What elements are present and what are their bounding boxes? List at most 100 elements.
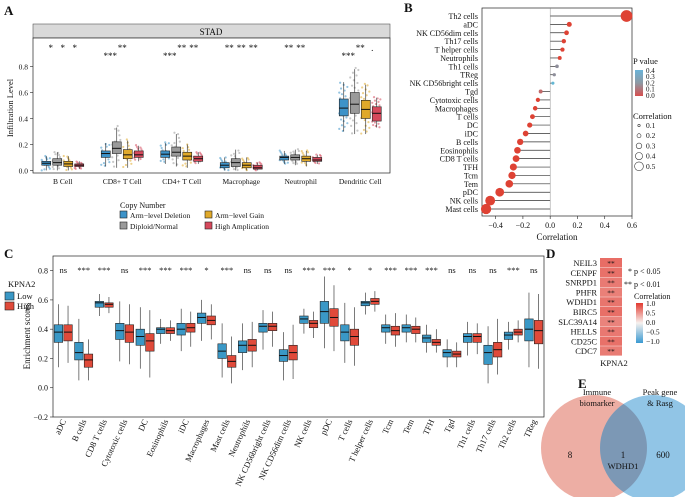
venn-left-title-2: biomarker [580,398,615,408]
heatmap-cell [600,326,622,336]
significance-mark-a: * [61,43,66,53]
jitter-point [58,155,62,159]
jitter-point [371,101,374,104]
jitter-point [181,147,184,150]
box-c-high-box [268,323,278,331]
box-c-low-box [319,301,329,324]
jitter-point [350,84,354,87]
heatmap-legend-tick: −0.5 [646,328,660,337]
pvalue-tick-label: 0.1 [646,86,655,94]
significance-mark-c: ns [530,265,538,275]
venn-right-title-1: Peak gene [643,387,678,397]
jitter-point [165,143,168,146]
box-c-low-box [258,323,268,333]
jitter-point [51,165,54,169]
lollipop-point [509,163,517,171]
significance-mark-c: * [204,265,208,275]
y-axis-label-a: Infiltration Level [5,78,15,137]
legend-a-label: Arm−level Gain [215,211,264,220]
x-labels-a: B Cell* * *CD8+ T Cell*****CD4+ T Cell****… [49,43,382,186]
cell-type-label: pDC [463,188,478,197]
box-a-box [312,157,323,162]
jitter-point [362,128,366,132]
jitter-point [365,130,368,133]
y-tick-label-a: 0.6 [19,89,29,98]
box-c-low-box [524,318,534,342]
jitter-point [238,151,241,155]
lollipop-point [508,171,516,180]
heatmap-row-label: HELLS [571,327,598,337]
box-c-low-box [483,344,493,365]
box-c-high-box [472,333,482,343]
x-axis-label-b: Correlation [537,232,578,242]
category-label-a: Macrophage [223,177,261,186]
legend-a-title: Copy Number [120,201,166,210]
jitter-point [176,156,180,160]
jitter-point [100,146,103,149]
jitter-point [187,146,190,149]
category-label-c: Tcm [380,417,396,435]
heatmap-star: ** [607,298,615,307]
category-label-c: DC [136,417,150,432]
category-label-c: TReg [522,417,539,439]
jitter-point [57,165,60,168]
jitter-point [289,151,292,154]
jitter-point [43,168,46,171]
box-c-high-box [63,324,73,342]
jitter-point [122,165,125,169]
legend-c: KPNA2 Low High [4,279,35,311]
jitter-point [163,160,166,163]
jitter-point [164,141,167,144]
cell-type-label: Tgd [465,88,478,97]
jitter-point [185,165,188,168]
heatmap-d: ** NEIL3 ** CENPF ** SNRPD1 ** PHFR ** WDHD1 ** BIR… [558,258,622,356]
corr-size-symbol [634,161,644,172]
box-a-box [171,146,182,157]
corr-size-symbol [637,124,641,128]
y-tick-label-a: 0.2 [19,140,29,149]
jitter-point [112,160,115,163]
jitter-point [232,167,236,171]
y-tick-label-a: 0.8 [19,63,29,72]
jitter-point [177,136,181,139]
cell-type-label: NK CD56dim cells [416,29,478,38]
legend-a-label: High Amplication [215,222,269,231]
jitter-point [349,76,352,79]
box-c-low-box [53,324,63,343]
category-label-c: pDC [318,417,334,436]
category-label-a: B Cell [53,177,72,186]
panel-e: E Immune biomarker Peak gene & Rasg 8 1 … [541,376,685,497]
lollipop-point [485,195,496,206]
category-label-c: Th1 cells [455,418,477,451]
lollipop-point [557,55,562,60]
significance-mark-c: *** [384,265,397,275]
category-label-c: NK cells [292,418,314,449]
jitter-point [54,153,57,156]
venn-overlap-count: 1 [621,450,626,460]
jitter-point [301,151,304,155]
jitter-point [107,158,110,161]
jitter-point [341,129,344,133]
jitter-point [46,158,49,161]
correlation-size-legend: Correlation 0.10.20.3 0.40.5 [633,111,672,172]
sig-note-2: ** p < 0.01 [624,280,661,289]
jitter-point [302,153,305,156]
jitter-point [374,102,377,106]
category-label-c: Th2 cells [496,418,518,451]
venn-overlap-gene: WDHD1 [608,461,639,471]
box-c-low-box [422,334,432,343]
jitter-point [178,140,181,143]
facet-strip-label: STAD [200,27,223,37]
pvalue-tick-label: 0.3 [646,73,655,81]
jitter-point [306,149,309,152]
jitter-point [338,91,341,94]
jitter-point [315,153,318,156]
cell-type-label: aDC [463,20,478,29]
jitter-point [292,161,295,165]
legend-a-items: Arm−level Deletion Diploid/Normal Arm−leve… [119,210,269,231]
jitter-point [170,144,173,147]
box-c-low-box [299,315,309,324]
heatmap-cell [600,316,622,327]
